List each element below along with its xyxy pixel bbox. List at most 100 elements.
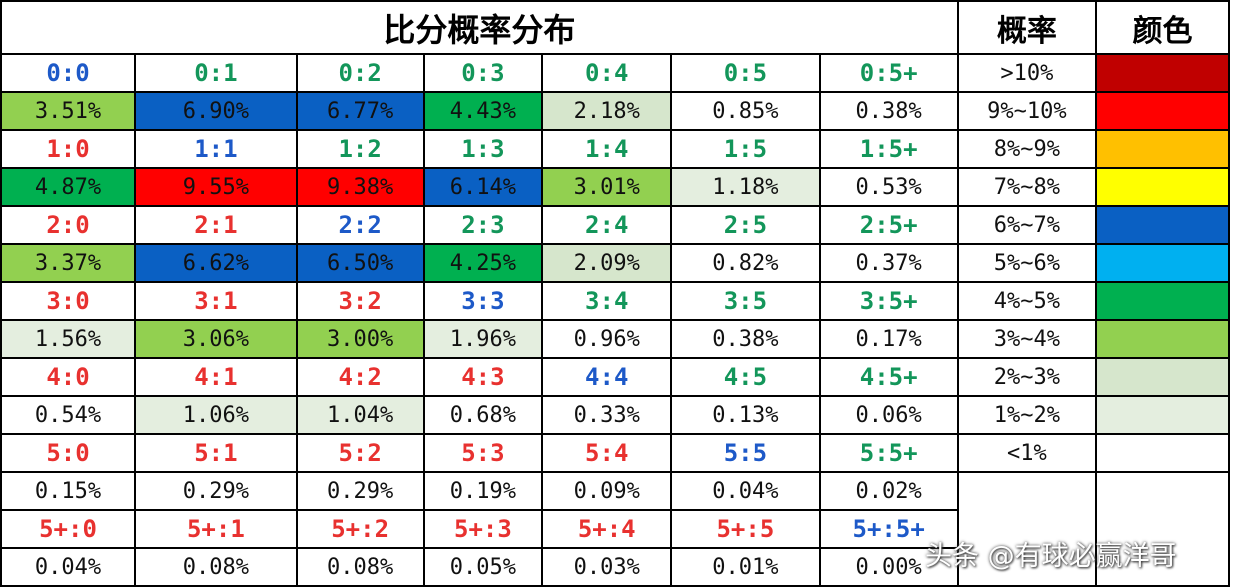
- probability-value: 0.00%: [818, 547, 959, 587]
- probability-value: 3.37%: [0, 243, 137, 283]
- probability-value: 0.85%: [670, 91, 821, 131]
- probability-value: 0.05%: [422, 547, 544, 587]
- score-label: 3:1: [134, 281, 298, 321]
- legend-color-swatch: [1094, 243, 1231, 283]
- score-label: 0:3: [422, 53, 544, 93]
- legend-range-label: 4%~5%: [956, 281, 1097, 321]
- score-label: 5+:3: [422, 509, 544, 549]
- score-label: 3:3: [422, 281, 544, 321]
- legend-color-swatch: [1094, 395, 1231, 435]
- legend-range-label: 1%~2%: [956, 395, 1097, 435]
- score-label: 1:5+: [818, 129, 959, 169]
- probability-value: 0.53%: [818, 167, 959, 207]
- probability-value: 1.18%: [670, 167, 821, 207]
- score-label: 5:2: [295, 433, 425, 473]
- legend-color-swatch: [1094, 319, 1231, 359]
- score-label: 5+:5: [670, 509, 821, 549]
- legend-color-swatch: [1094, 281, 1231, 321]
- probability-value: 0.19%: [422, 471, 544, 511]
- score-label: 3:5: [670, 281, 821, 321]
- score-label: 5:0: [0, 433, 137, 473]
- score-label: 5+:1: [134, 509, 298, 549]
- probability-value: 2.18%: [541, 91, 673, 131]
- score-row: 0:0 0:1 0:2 0:3 0:4 0:5 0:5+ >10%: [0, 53, 1231, 93]
- probability-value: 0.08%: [134, 547, 298, 587]
- legend-color-swatch: [1094, 129, 1231, 169]
- probability-value: 0.29%: [295, 471, 425, 511]
- score-label: 3:0: [0, 281, 137, 321]
- probability-row: 1.56% 3.06% 3.00% 1.96% 0.96% 0.38% 0.17% 3%~4%: [0, 319, 1231, 359]
- probability-value: 0.96%: [541, 319, 673, 359]
- score-label: 4:2: [295, 357, 425, 397]
- probability-value: 0.82%: [670, 243, 821, 283]
- probability-value: 6.50%: [295, 243, 425, 283]
- score-label: 5:5: [670, 433, 821, 473]
- legend-blank-cell: [956, 471, 1097, 587]
- legend-range-label: 5%~6%: [956, 243, 1097, 283]
- score-row: 5+:0 5+:1 5+:2 5+:3 5+:4 5+:5 5+:5+: [0, 509, 1229, 549]
- score-label: 0:5+: [818, 53, 959, 93]
- probability-row: 3.37% 6.62% 6.50% 4.25% 2.09% 0.82% 0.37% 5%~6%: [0, 243, 1231, 283]
- legend-range-label: 9%~10%: [956, 91, 1097, 131]
- score-row: 5:0 5:1 5:2 5:3 5:4 5:5 5:5+ <1%: [0, 433, 1231, 473]
- probability-value: 3.06%: [134, 319, 298, 359]
- probability-row: 4.87% 9.55% 9.38% 6.14% 3.01% 1.18% 0.53% 7%~8%: [0, 167, 1231, 207]
- legend-blank-cell: [1094, 471, 1231, 587]
- probability-row: 0.15% 0.29% 0.29% 0.19% 0.09% 0.04% 0.02%: [0, 471, 1231, 587]
- score-label: 2:5: [670, 205, 821, 245]
- probability-value: 0.04%: [670, 471, 821, 511]
- probability-value: 4.25%: [422, 243, 544, 283]
- probability-value: 4.87%: [0, 167, 137, 207]
- score-label: 1:2: [295, 129, 425, 169]
- score-label: 3:2: [295, 281, 425, 321]
- score-label: 0:4: [541, 53, 673, 93]
- probability-value: 0.06%: [818, 395, 959, 435]
- score-label: 4:5+: [818, 357, 959, 397]
- score-label: 5+:4: [541, 509, 673, 549]
- score-row: 4:0 4:1 4:2 4:3 4:4 4:5 4:5+ 2%~3%: [0, 357, 1231, 397]
- probability-value: 0.33%: [541, 395, 673, 435]
- probability-value: 0.68%: [422, 395, 544, 435]
- score-label: 5:1: [134, 433, 298, 473]
- watermark: 头条 @有球必赢洋哥: [925, 541, 1177, 572]
- probability-value: 6.14%: [422, 167, 544, 207]
- probability-value: 1.56%: [0, 319, 137, 359]
- probability-value: 0.09%: [541, 471, 673, 511]
- score-label: 2:3: [422, 205, 544, 245]
- probability-value: 1.06%: [134, 395, 298, 435]
- probability-value: 3.00%: [295, 319, 425, 359]
- score-label: 2:0: [0, 205, 137, 245]
- probability-value: 2.09%: [541, 243, 673, 283]
- probability-value: 0.01%: [670, 547, 821, 587]
- legend-color-swatch: [1094, 167, 1231, 207]
- score-label: 5+:2: [295, 509, 425, 549]
- legend-probability-header: 概率: [956, 0, 1097, 55]
- legend-range-label: 8%~9%: [956, 129, 1097, 169]
- legend-color-swatch: [1094, 91, 1231, 131]
- score-label: 4:4: [541, 357, 673, 397]
- score-label: 1:4: [541, 129, 673, 169]
- probability-value: 6.77%: [295, 91, 425, 131]
- score-label: 2:2: [295, 205, 425, 245]
- probability-value: 0.29%: [134, 471, 298, 511]
- legend-color-header: 颜色: [1094, 0, 1231, 55]
- probability-value: 0.02%: [818, 471, 959, 511]
- probability-value: 0.04%: [0, 547, 137, 587]
- score-label: 5:4: [541, 433, 673, 473]
- legend-range-label: 3%~4%: [956, 319, 1097, 359]
- legend-color-swatch: [1094, 433, 1231, 473]
- legend-color-swatch: [1094, 357, 1231, 397]
- score-label: 0:0: [0, 53, 137, 93]
- score-label: 3:4: [541, 281, 673, 321]
- legend-range-label: 7%~8%: [956, 167, 1097, 207]
- probability-value: 1.04%: [295, 395, 425, 435]
- probability-value: 6.90%: [134, 91, 298, 131]
- probability-value: 0.15%: [0, 471, 137, 511]
- score-label: 0:5: [670, 53, 821, 93]
- probability-value: 1.96%: [422, 319, 544, 359]
- probability-value: 0.38%: [818, 91, 959, 131]
- probability-value: 3.51%: [0, 91, 137, 131]
- probability-row: 3.51% 6.90% 6.77% 4.43% 2.18% 0.85% 0.38% 9%~10…: [0, 91, 1231, 131]
- probability-value: 0.03%: [541, 547, 673, 587]
